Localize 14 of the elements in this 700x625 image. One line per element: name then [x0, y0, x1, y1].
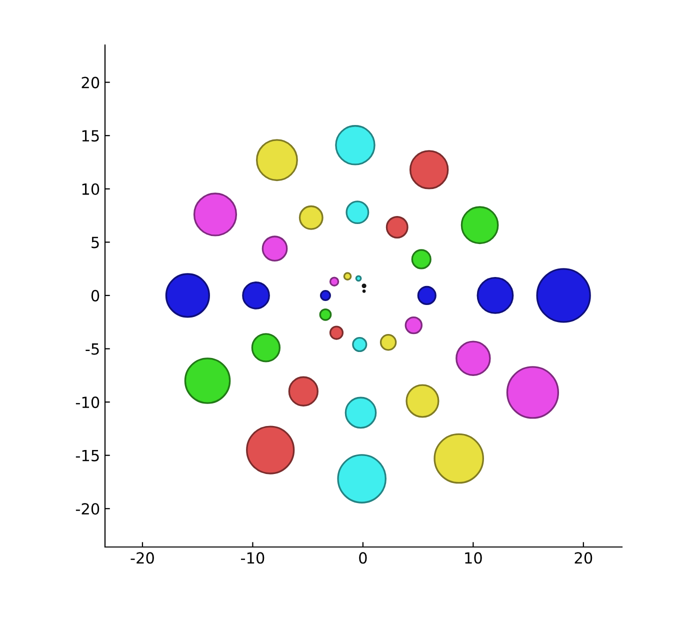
y-tick-label: -5: [86, 343, 99, 355]
y-tick-label: 10: [82, 183, 100, 195]
y-tick-label: 0: [91, 290, 100, 302]
x-tick-label: 20: [574, 552, 592, 564]
y-tick-label: -10: [76, 396, 100, 408]
y-tick-label: -20: [76, 503, 100, 515]
x-tick-label: -20: [130, 552, 154, 564]
y-tick-label: -15: [76, 450, 99, 462]
x-tick-label: 10: [465, 552, 482, 564]
y-tick-label: 15: [82, 130, 99, 142]
y-tick-label: 5: [92, 236, 99, 248]
x-tick-label: 0: [359, 552, 367, 564]
x-tick-label: -10: [240, 552, 264, 564]
y-tick-label: 20: [82, 76, 100, 88]
